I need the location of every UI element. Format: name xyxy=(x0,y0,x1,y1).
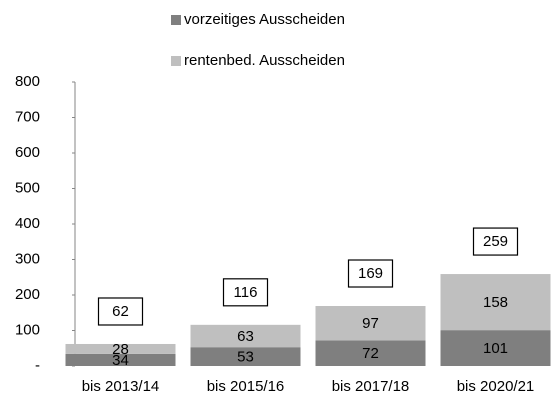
x-tick-label: bis 2013/14 xyxy=(82,378,160,395)
bar-segment xyxy=(315,306,426,341)
y-tick-label: 200 xyxy=(15,286,40,303)
legend-label: vorzeitiges Ausscheiden xyxy=(184,11,345,28)
x-tick-label: bis 2015/16 xyxy=(207,378,285,395)
x-tick-label: bis 2020/21 xyxy=(457,378,535,395)
total-label: 259 xyxy=(483,233,508,250)
legend-label: rentenbed. Ausscheiden xyxy=(184,52,345,69)
bar-segment xyxy=(440,274,551,331)
total-box xyxy=(222,278,269,307)
bar-segment xyxy=(440,330,551,366)
y-tick-label: 300 xyxy=(15,250,40,267)
y-tick-label: 100 xyxy=(15,321,40,338)
total-box xyxy=(97,297,144,326)
bar-segment xyxy=(65,343,176,354)
data-label: 101 xyxy=(483,340,508,357)
bar-segment xyxy=(65,353,176,366)
bar-segment xyxy=(315,340,426,366)
y-tick-label: 500 xyxy=(15,179,40,196)
data-label: 63 xyxy=(237,328,254,345)
total-box xyxy=(472,227,519,256)
legend-swatch xyxy=(171,15,181,25)
y-tick-label: 700 xyxy=(15,108,40,125)
bar-segment xyxy=(190,324,301,348)
y-tick-label: - xyxy=(35,357,40,374)
y-tick-label: 400 xyxy=(15,215,40,232)
data-label: 53 xyxy=(237,349,254,366)
data-label: 34 xyxy=(112,352,129,369)
x-tick-label: bis 2017/18 xyxy=(332,378,410,395)
data-label: 28 xyxy=(112,341,129,358)
total-label: 116 xyxy=(234,284,258,301)
total-box xyxy=(347,259,394,288)
y-tick-label: 600 xyxy=(15,144,40,161)
bar-segment xyxy=(190,347,301,366)
data-label: 97 xyxy=(362,315,379,332)
data-label: 158 xyxy=(483,294,508,311)
data-label: 72 xyxy=(362,345,379,362)
total-label: 62 xyxy=(112,303,129,320)
legend-swatch xyxy=(171,56,181,66)
total-label: 169 xyxy=(358,265,383,282)
y-tick-label: 800 xyxy=(15,73,40,90)
